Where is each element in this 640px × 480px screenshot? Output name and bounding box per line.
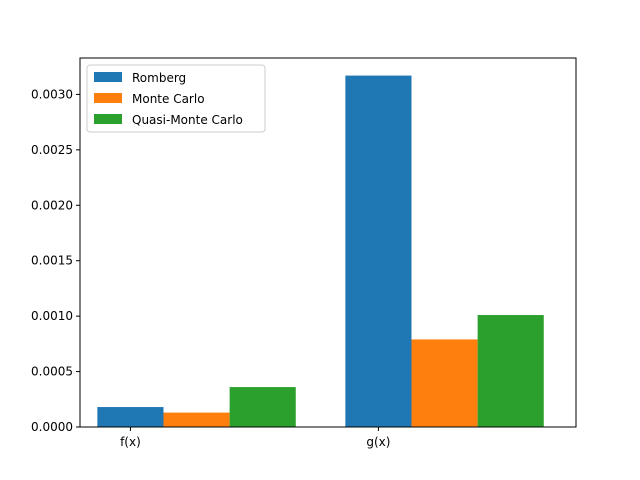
- bar-romberg-1: [345, 75, 412, 428]
- y-axis: 0.0000 0.0005 0.0010 0.0015 0.0020 0.0025 0.00…: [31, 87, 80, 434]
- legend-swatch: [94, 114, 122, 124]
- y-tick-label: 0.0015: [31, 254, 73, 268]
- legend: Romberg Monte Carlo Quasi-Monte Carlo: [86, 64, 266, 133]
- x-tick-label: f(x): [120, 435, 141, 449]
- bar-romberg-0: [97, 407, 164, 427]
- y-tick-label: 0.0020: [31, 198, 73, 212]
- legend-label: Monte Carlo: [132, 92, 205, 106]
- legend-swatch: [94, 93, 122, 103]
- legend-label: Quasi-Monte Carlo: [132, 113, 243, 127]
- bar-monte-carlo-1: [411, 339, 478, 427]
- y-tick-label: 0.0000: [31, 420, 73, 434]
- legend-swatch: [94, 72, 122, 82]
- bars-layer: [97, 75, 544, 428]
- bar-quasi-monte-carlo-0: [229, 387, 296, 427]
- x-tick-label: g(x): [366, 435, 390, 449]
- legend-box: [86, 64, 266, 133]
- x-axis: f(x) g(x): [120, 427, 390, 449]
- bar-quasi-monte-carlo-1: [477, 315, 544, 427]
- plot-frame: [79, 57, 577, 428]
- legend-label: Romberg: [132, 71, 186, 85]
- y-tick-label: 0.0010: [31, 309, 73, 323]
- y-tick-label: 0.0005: [31, 365, 73, 379]
- y-tick-label: 0.0025: [31, 143, 73, 157]
- y-tick-label: 0.0030: [31, 87, 73, 101]
- bar-monte-carlo-0: [163, 412, 230, 427]
